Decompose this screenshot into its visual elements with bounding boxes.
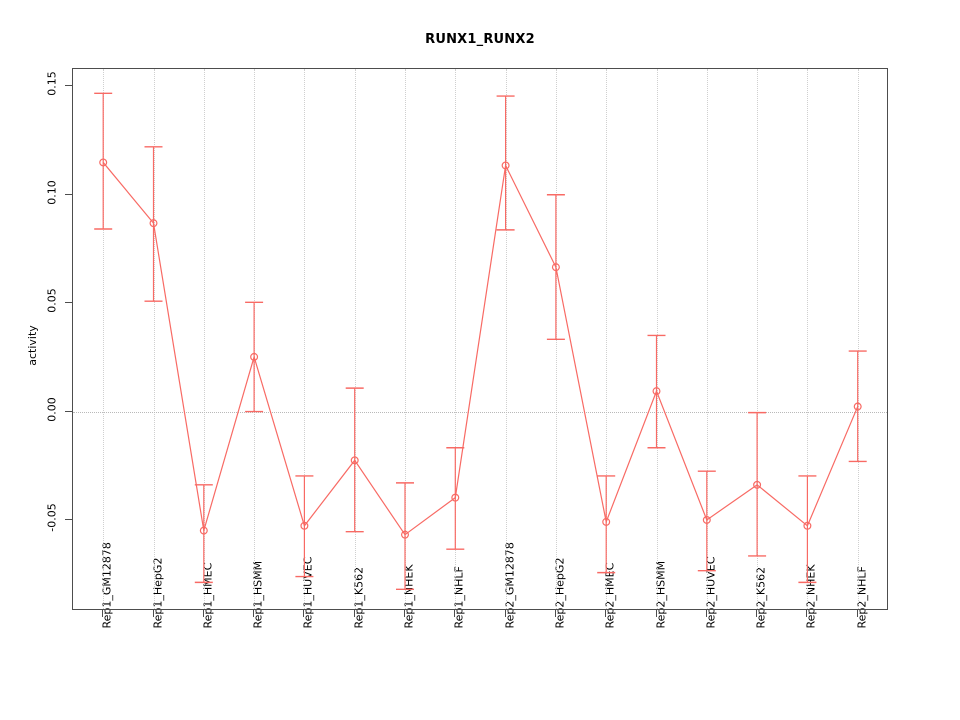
- y-tick-mark: [65, 85, 72, 87]
- data-point-group: [647, 334, 666, 449]
- x-tick-mark: [705, 610, 707, 617]
- vertical-gridline: [405, 69, 406, 609]
- data-point-group: [396, 482, 414, 591]
- data-point-group: [245, 301, 264, 413]
- x-tick-mark: [102, 610, 104, 617]
- vertical-gridline: [706, 69, 708, 609]
- data-point-marker: [702, 515, 711, 524]
- vertical-gridline: [153, 69, 155, 609]
- data-point-group: [295, 475, 314, 578]
- data-point-group: [194, 484, 213, 584]
- data-point-marker: [753, 480, 762, 489]
- data-point-group: [848, 350, 867, 463]
- vertical-gridline: [103, 69, 105, 609]
- x-tick-mark: [756, 610, 758, 617]
- x-tick-mark: [655, 610, 657, 617]
- data-point-group: [597, 475, 616, 574]
- data-point-marker: [99, 158, 108, 167]
- y-tick-label: 0.00: [45, 396, 59, 422]
- data-point-marker: [602, 517, 611, 526]
- page-title: RUNX1_RUNX2: [425, 32, 535, 47]
- vertical-gridline: [857, 69, 859, 609]
- vertical-gridline: [354, 69, 356, 609]
- data-series-layer: [94, 92, 867, 591]
- plot-area: [72, 68, 888, 610]
- x-tick-mark: [253, 610, 255, 617]
- x-tick-mark: [152, 610, 154, 617]
- data-point-group: [748, 411, 767, 557]
- data-point-marker: [551, 263, 560, 272]
- data-point-marker: [401, 530, 410, 539]
- data-point-marker: [501, 161, 510, 170]
- x-tick-mark: [605, 610, 607, 617]
- vertical-gridline: [203, 69, 205, 609]
- y-tick-label: 0.15: [45, 71, 59, 97]
- vertical-gridline: [606, 69, 608, 609]
- y-tick-label: 0.05: [45, 288, 59, 313]
- y-tick-mark: [65, 193, 72, 195]
- vertical-gridline: [505, 69, 507, 609]
- data-point-group: [496, 95, 515, 231]
- x-tick-mark: [454, 610, 456, 617]
- vertical-gridline: [807, 69, 809, 609]
- data-point-marker: [199, 526, 208, 535]
- vertical-gridline: [757, 69, 759, 609]
- vertical-gridline: [455, 69, 457, 609]
- x-tick-mark: [202, 610, 204, 617]
- x-tick-mark: [806, 610, 808, 617]
- series-line: [102, 162, 859, 536]
- data-point-group: [546, 194, 565, 341]
- data-point-marker: [451, 493, 460, 502]
- x-tick-mark: [554, 610, 556, 617]
- y-tick-mark: [65, 302, 72, 304]
- x-tick-mark: [353, 610, 355, 617]
- x-tick-mark: [504, 610, 506, 617]
- y-axis-title: activity: [25, 325, 39, 366]
- data-point-marker: [350, 456, 359, 465]
- x-tick-mark: [303, 610, 305, 617]
- zero-reference-line: [73, 411, 887, 413]
- x-tick-mark: [856, 610, 858, 617]
- data-point-marker: [853, 402, 862, 411]
- data-point-group: [144, 146, 163, 302]
- data-point-marker: [250, 352, 259, 361]
- x-tick-mark: [404, 610, 405, 617]
- data-point-group: [345, 387, 364, 533]
- data-point-marker: [300, 521, 309, 530]
- y-tick-mark: [65, 410, 72, 412]
- data-point-marker: [652, 387, 661, 396]
- y-tick-label: 0.10: [45, 179, 59, 205]
- y-tick-label: -0.05: [45, 503, 59, 532]
- data-point-group: [798, 475, 817, 584]
- data-point-marker: [149, 219, 158, 228]
- data-point-group: [446, 447, 465, 550]
- y-tick-mark: [65, 518, 72, 520]
- data-point-marker: [803, 521, 812, 530]
- vertical-gridline: [304, 69, 306, 609]
- data-point-group: [94, 92, 113, 230]
- data-point-group: [697, 470, 716, 572]
